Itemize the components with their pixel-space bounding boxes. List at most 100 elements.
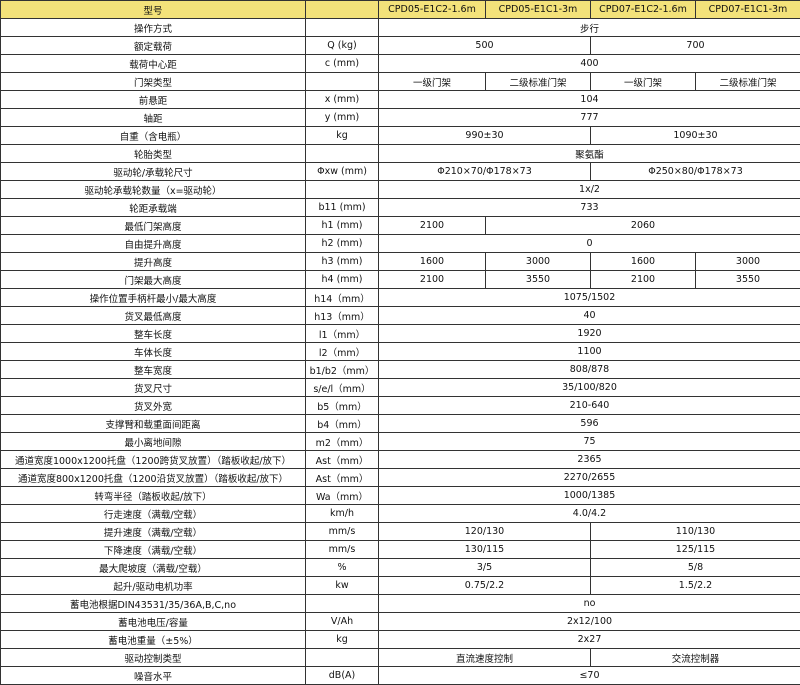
row-label: 载荷中心距 (1, 55, 306, 73)
row-unit: h3 (mm) (306, 253, 379, 271)
row-label: 提升速度（满载/空载） (1, 523, 306, 541)
row-label: 蓄电池电压/容量 (1, 613, 306, 631)
row-value: 0.75/2.2 (379, 577, 591, 595)
row-value: 777 (379, 109, 800, 127)
row-label: 轴距 (1, 109, 306, 127)
model-name: CPD05-E1C2-1.6m (379, 1, 486, 19)
row-unit: kg (306, 127, 379, 145)
row-label: 车体长度 (1, 343, 306, 361)
row-unit: s/e/l（mm） (306, 379, 379, 397)
row-unit: mm/s (306, 541, 379, 559)
row-value: 5/8 (591, 559, 800, 577)
row-unit (306, 145, 379, 163)
row-unit: h4 (mm) (306, 271, 379, 289)
row-value: 3/5 (379, 559, 591, 577)
row-value: 1090±30 (591, 127, 800, 145)
row-label: 驱动轮承载轮数量（x=驱动轮） (1, 181, 306, 199)
row-unit: h1 (mm) (306, 217, 379, 235)
row-label: 前悬距 (1, 91, 306, 109)
row-value: 1600 (591, 253, 696, 271)
row-value: Φ250×80/Φ178×73 (591, 163, 800, 181)
row-label: 货叉最低高度 (1, 307, 306, 325)
row-label: 门架类型 (1, 73, 306, 91)
table-row: 轮胎类型聚氨酯 (1, 145, 800, 163)
row-unit (306, 19, 379, 37)
row-value: 808/878 (379, 361, 800, 379)
row-value: no (379, 595, 800, 613)
row-unit (306, 73, 379, 91)
header-unit (306, 1, 379, 19)
row-label: 蓄电池根据DIN43531/35/36A,B,C,no (1, 595, 306, 613)
row-value: ≤70 (379, 667, 800, 685)
row-value: 596 (379, 415, 800, 433)
row-label: 门架最大高度 (1, 271, 306, 289)
row-unit (306, 181, 379, 199)
row-value: 125/115 (591, 541, 800, 559)
row-value: 2x27 (379, 631, 800, 649)
row-value: 3000 (486, 253, 591, 271)
row-unit: Ast（mm） (306, 469, 379, 487)
table-row: 门架类型一级门架二级标准门架一级门架二级标准门架 (1, 73, 800, 91)
header-label: 型号 (1, 1, 306, 19)
row-value: 1600 (379, 253, 486, 271)
row-value: 1920 (379, 325, 800, 343)
row-unit: y (mm) (306, 109, 379, 127)
row-label: 通道宽度800x1200托盘（1200沿货叉放置）（踏板收起/放下） (1, 469, 306, 487)
row-label: 驱动轮/承载轮尺寸 (1, 163, 306, 181)
row-label: 货叉尺寸 (1, 379, 306, 397)
row-label: 驱动控制类型 (1, 649, 306, 667)
row-label: 噪音水平 (1, 667, 306, 685)
row-label: 自重（含电瓶） (1, 127, 306, 145)
row-unit: h2 (mm) (306, 235, 379, 253)
row-value: 2365 (379, 451, 800, 469)
row-value: 4.0/4.2 (379, 505, 800, 523)
row-unit: kg (306, 631, 379, 649)
row-label: 提升高度 (1, 253, 306, 271)
row-label: 操作方式 (1, 19, 306, 37)
row-value: 130/115 (379, 541, 591, 559)
row-value: 2x12/100 (379, 613, 800, 631)
row-value: 700 (591, 37, 800, 55)
row-value: 0 (379, 235, 800, 253)
row-value: 交流控制器 (591, 649, 800, 667)
row-unit: l1（mm） (306, 325, 379, 343)
row-value: 一级门架 (379, 73, 486, 91)
table-row: 通道宽度800x1200托盘（1200沿货叉放置）（踏板收起/放下）Ast（mm… (1, 469, 800, 487)
row-label: 货叉外宽 (1, 397, 306, 415)
row-unit: kw (306, 577, 379, 595)
row-unit: l2（mm） (306, 343, 379, 361)
row-label: 行走速度（满载/空载） (1, 505, 306, 523)
row-value: 3550 (696, 271, 800, 289)
row-unit: mm/s (306, 523, 379, 541)
row-label: 自由提升高度 (1, 235, 306, 253)
row-label: 下降速度（满载/空载） (1, 541, 306, 559)
row-value: 210-640 (379, 397, 800, 415)
row-value: 2100 (379, 271, 486, 289)
row-label: 轮胎类型 (1, 145, 306, 163)
row-value: 1x/2 (379, 181, 800, 199)
row-unit (306, 649, 379, 667)
row-unit: Φxw (mm) (306, 163, 379, 181)
row-value: 1000/1385 (379, 487, 800, 505)
row-value: 733 (379, 199, 800, 217)
model-name: CPD05-E1C1-3m (486, 1, 591, 19)
